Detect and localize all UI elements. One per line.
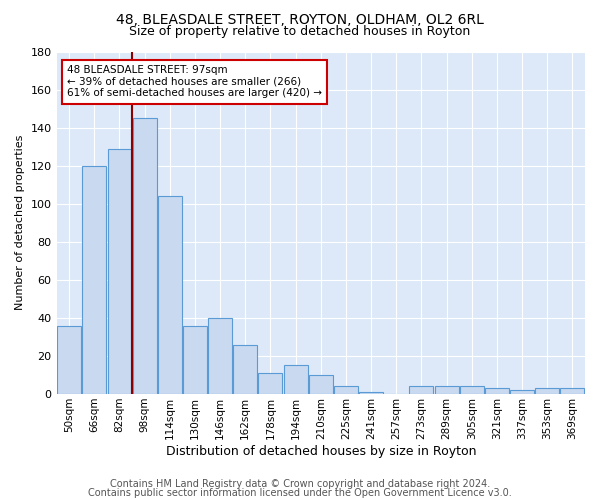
Text: Contains public sector information licensed under the Open Government Licence v3: Contains public sector information licen… — [88, 488, 512, 498]
Text: Size of property relative to detached houses in Royton: Size of property relative to detached ho… — [130, 25, 470, 38]
Bar — [158, 196, 182, 394]
Bar — [535, 388, 559, 394]
Bar — [183, 326, 207, 394]
Bar — [359, 392, 383, 394]
Text: Contains HM Land Registry data © Crown copyright and database right 2024.: Contains HM Land Registry data © Crown c… — [110, 479, 490, 489]
Bar — [107, 148, 131, 394]
Bar — [485, 388, 509, 394]
Bar — [259, 373, 283, 394]
Bar — [510, 390, 534, 394]
Bar — [309, 375, 333, 394]
Bar — [560, 388, 584, 394]
Bar — [434, 386, 458, 394]
Bar — [82, 166, 106, 394]
Bar — [133, 118, 157, 394]
Bar — [334, 386, 358, 394]
Bar — [233, 344, 257, 394]
Bar — [460, 386, 484, 394]
Bar — [57, 326, 81, 394]
Bar — [284, 366, 308, 394]
Y-axis label: Number of detached properties: Number of detached properties — [15, 135, 25, 310]
X-axis label: Distribution of detached houses by size in Royton: Distribution of detached houses by size … — [166, 444, 476, 458]
Text: 48 BLEASDALE STREET: 97sqm
← 39% of detached houses are smaller (266)
61% of sem: 48 BLEASDALE STREET: 97sqm ← 39% of deta… — [67, 65, 322, 98]
Text: 48, BLEASDALE STREET, ROYTON, OLDHAM, OL2 6RL: 48, BLEASDALE STREET, ROYTON, OLDHAM, OL… — [116, 12, 484, 26]
Bar — [409, 386, 433, 394]
Bar — [208, 318, 232, 394]
